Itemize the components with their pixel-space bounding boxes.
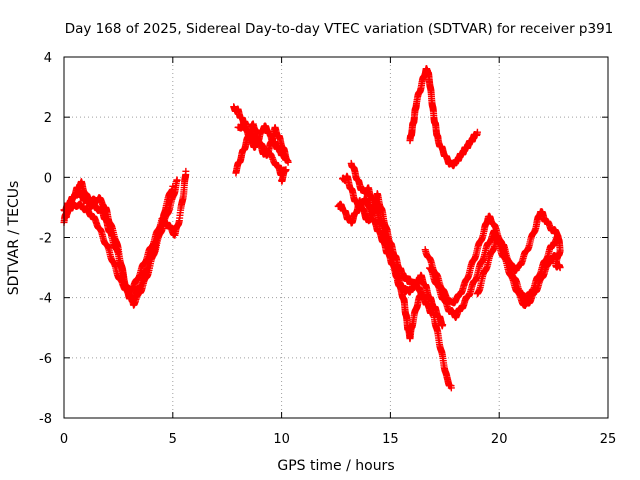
y-tick-label: -6 bbox=[39, 352, 52, 367]
series-arc-3c bbox=[347, 159, 425, 343]
data-point bbox=[473, 128, 481, 136]
series-arc-1c bbox=[62, 167, 190, 294]
x-tick-labels: 0 5 10 15 20 25 bbox=[60, 57, 616, 447]
chart-title: Day 168 of 2025, Sidereal Day-to-day VTE… bbox=[65, 21, 614, 37]
y-tick-label: 0 bbox=[44, 171, 52, 186]
x-tick-label: 15 bbox=[382, 432, 399, 447]
data-point bbox=[556, 264, 564, 272]
data-point bbox=[417, 291, 425, 299]
x-tick-label: 5 bbox=[169, 432, 177, 447]
series-arc-4 bbox=[406, 65, 481, 170]
grid-lines bbox=[64, 57, 608, 418]
data-series bbox=[60, 65, 564, 392]
x-axis-label: GPS time / hours bbox=[277, 458, 394, 474]
data-point bbox=[447, 384, 455, 392]
y-tick-label: -4 bbox=[39, 292, 52, 307]
x-tick-label: 10 bbox=[273, 432, 290, 447]
x-tick-label: 0 bbox=[60, 432, 68, 447]
y-axis-label: SDTVAR / TECUs bbox=[6, 181, 22, 296]
data-point bbox=[173, 176, 181, 184]
series-arc-5c bbox=[473, 208, 564, 298]
y-tick-label: -8 bbox=[39, 412, 52, 427]
y-tick-labels: -8 -6 -4 -2 0 2 4 bbox=[39, 51, 608, 427]
plot-frame bbox=[63, 56, 609, 419]
series-arc-3b bbox=[339, 172, 447, 330]
x-tick-label: 25 bbox=[600, 432, 617, 447]
y-tick-label: 2 bbox=[44, 111, 52, 126]
x-tick-label: 20 bbox=[491, 432, 508, 447]
data-point bbox=[439, 321, 447, 329]
data-point bbox=[284, 158, 292, 166]
y-tick-label: 4 bbox=[44, 51, 52, 66]
data-point bbox=[182, 167, 190, 175]
data-point bbox=[278, 176, 286, 184]
y-tick-label: -2 bbox=[39, 232, 52, 247]
series-arc-1b bbox=[60, 176, 181, 309]
series-arc-2c bbox=[234, 117, 290, 185]
